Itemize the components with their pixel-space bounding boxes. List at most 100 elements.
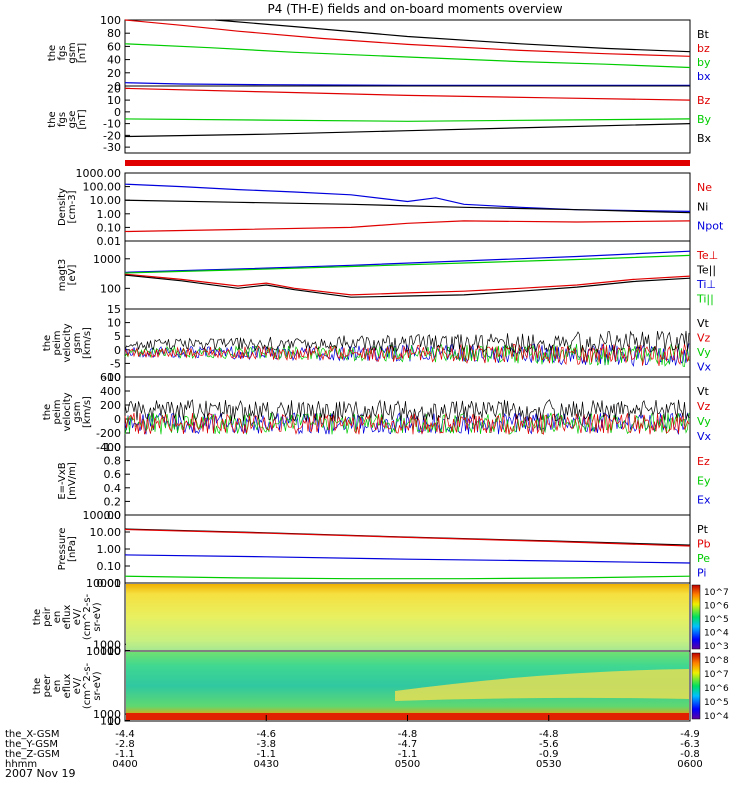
legend-Npot: Npot bbox=[697, 220, 724, 233]
y-tick-label: 100.00 bbox=[83, 509, 122, 522]
y-tick-label: 100 bbox=[100, 644, 121, 657]
legend-Ne: Ne bbox=[697, 181, 712, 194]
y-tick-label: 0 bbox=[114, 80, 121, 93]
x-tick-label: -0.9 bbox=[539, 749, 559, 760]
panel-frame bbox=[124, 514, 691, 584]
y-axis-label: [cm-3] bbox=[67, 190, 78, 223]
y-axis-label: eV/ bbox=[72, 677, 83, 694]
y-tick-label: 1.00 bbox=[97, 543, 122, 556]
y-axis-label: gse bbox=[67, 111, 78, 129]
x-tick-label: 0430 bbox=[254, 759, 279, 770]
legend-by: by bbox=[697, 56, 711, 69]
colorbar-label: 10^5 bbox=[704, 615, 729, 625]
legend-Te||: Te|| bbox=[696, 264, 716, 277]
panel-efield: 0.00.20.40.60.81.0 E=-VxB [mV/m] Ez Ey Ex bbox=[57, 441, 711, 522]
y-axis-label: [nT] bbox=[77, 109, 88, 129]
series-bz bbox=[124, 19, 691, 57]
y-axis-label: [km/s] bbox=[82, 327, 93, 359]
legend-Bx: Bx bbox=[697, 132, 712, 145]
x-axis-row-label: the_Z-GSM bbox=[5, 749, 60, 760]
panel-pressure: 0.01 0.10 1.00 10.00 100.00 Pressure [nPa] Pt Pb… bbox=[57, 509, 711, 590]
y-tick-label: -400 bbox=[96, 441, 121, 454]
velocity-trace-green bbox=[124, 343, 690, 367]
y-axis-label: [nT] bbox=[77, 43, 88, 63]
legend-Ey: Ey bbox=[697, 474, 711, 487]
series-Pi bbox=[124, 554, 691, 564]
x-tick-label: 0530 bbox=[536, 759, 561, 770]
y-tick-label: 20 bbox=[107, 67, 121, 80]
legend-Pb: Pb bbox=[697, 538, 711, 551]
panel-frame bbox=[124, 446, 691, 516]
y-tick-label: 0 bbox=[114, 106, 121, 119]
x-tick-label: -4.7 bbox=[398, 739, 418, 750]
y-tick-label: 1000 bbox=[93, 638, 121, 651]
panel-frame bbox=[124, 308, 691, 378]
panel-frame bbox=[124, 240, 691, 310]
legend-Pe: Pe bbox=[697, 552, 710, 565]
velocity-trace-green bbox=[124, 412, 690, 435]
y-tick-label: 0.10 bbox=[97, 560, 122, 573]
y-axis-label: gsm bbox=[72, 401, 83, 422]
y-tick-label: 1000 bbox=[93, 708, 121, 721]
legend-Ex: Ex bbox=[697, 494, 711, 507]
y-axis-label: velocity bbox=[62, 323, 73, 362]
y-tick-label: 1.0 bbox=[104, 441, 122, 454]
y-axis-label: E=-VxB bbox=[57, 462, 68, 499]
colorbar-label: 10^3 bbox=[704, 642, 729, 652]
y-tick-label: 15 bbox=[107, 303, 121, 316]
spectrogram-feature bbox=[395, 669, 689, 701]
y-tick-label: 0.4 bbox=[104, 482, 122, 495]
y-axis-label: fgs bbox=[57, 45, 68, 60]
y-axis-label: [nPa] bbox=[67, 536, 78, 562]
series-Ni bbox=[124, 199, 691, 214]
y-axis-label: peim bbox=[52, 330, 63, 355]
y-axis-label: en bbox=[52, 611, 63, 624]
y-tick-label: 5 bbox=[114, 330, 121, 343]
legend-By: By bbox=[697, 113, 712, 126]
x-axis-row-label: the_Y-GSM bbox=[5, 739, 58, 750]
series-Ti⊥ bbox=[124, 250, 691, 273]
series-by bbox=[124, 43, 691, 69]
y-axis-label: peim bbox=[52, 399, 63, 424]
y-tick-label: 600 bbox=[100, 371, 121, 384]
y-axis-label: sr-eV) bbox=[92, 671, 103, 700]
colorbar-label: 10^8 bbox=[704, 656, 729, 666]
series-Pe bbox=[124, 575, 691, 580]
series-bx bbox=[124, 82, 690, 86]
velocity-trace-red bbox=[124, 412, 690, 435]
legend-bz: bz bbox=[697, 42, 710, 55]
y-tick-label: 60 bbox=[107, 40, 121, 53]
colorbar-label: 10^7 bbox=[704, 588, 729, 598]
y-axis-label: Pressure bbox=[57, 528, 68, 571]
plot-title: P4 (TH-E) fields and on-board moments ov… bbox=[267, 2, 562, 16]
y-tick-label: 10 bbox=[107, 94, 121, 107]
series-By bbox=[124, 118, 691, 122]
legend-Vx: Vx bbox=[697, 430, 712, 443]
y-axis-label: magt3 bbox=[57, 259, 68, 292]
legend-Vt: Vt bbox=[697, 385, 710, 398]
velocity-trace-black bbox=[124, 330, 690, 354]
y-tick-label: 1.00 bbox=[97, 208, 122, 221]
y-axis-label: [eV] bbox=[67, 265, 78, 286]
separator-band bbox=[125, 160, 690, 166]
y-tick-label: 0 bbox=[114, 344, 121, 357]
legend-Bz: Bz bbox=[697, 94, 711, 107]
velocity-trace-black bbox=[124, 399, 690, 422]
x-tick-label: 0500 bbox=[395, 759, 420, 770]
series-Pb bbox=[124, 528, 691, 547]
y-axis-label: en bbox=[52, 680, 63, 693]
x-tick-label: -1.1 bbox=[256, 749, 276, 760]
y-axis-label: peir bbox=[42, 606, 53, 626]
panel-magt3: 100 1000 magt3 [eV] Te⊥ Te||Ti⊥ Ti|| bbox=[57, 240, 718, 310]
y-axis-label: [mV/m] bbox=[67, 462, 78, 500]
x-tick-label: -4.6 bbox=[256, 729, 276, 740]
y-axis-label: eflux bbox=[62, 674, 73, 699]
y-tick-label: 10.00 bbox=[90, 526, 122, 539]
y-axis-label: the bbox=[47, 45, 58, 61]
series-Npot bbox=[124, 183, 691, 212]
